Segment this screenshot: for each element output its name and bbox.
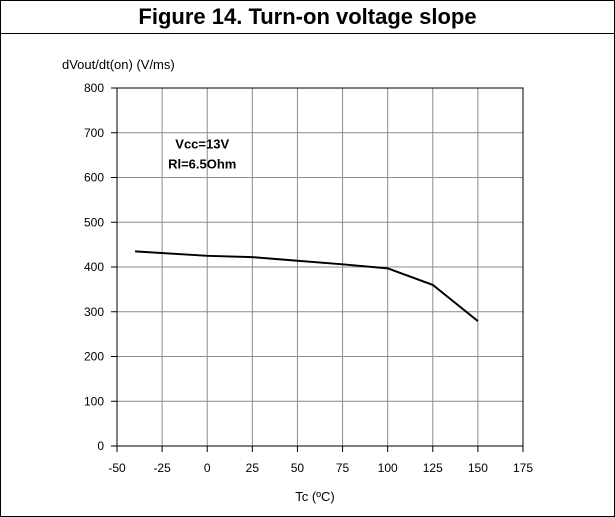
y-tick-label: 800 (84, 81, 104, 95)
y-tick-label: 500 (84, 215, 104, 229)
y-tick-label: 600 (84, 171, 104, 185)
x-axis-label: Tc (ºC) (295, 489, 334, 504)
x-tick-label: 75 (336, 461, 350, 475)
x-tick-label: 150 (468, 461, 488, 475)
x-tick-label: 125 (423, 461, 443, 475)
y-tick-label: 700 (84, 126, 104, 140)
x-tick-label: -25 (153, 461, 171, 475)
y-tick-label: 0 (97, 439, 104, 453)
x-tick-label: -50 (108, 461, 126, 475)
y-axis-label: dVout/dt(on) (V/ms) (62, 57, 175, 72)
x-tick-label: 50 (291, 461, 305, 475)
series-line (134, 250, 479, 322)
y-tick-label: 100 (84, 394, 104, 408)
title-bar: Figure 14. Turn-on voltage slope (1, 1, 614, 34)
annotation-vcc: Vcc=13V (175, 136, 229, 151)
x-tick-label: 0 (204, 461, 211, 475)
y-tick-label: 300 (84, 305, 104, 319)
x-tick-label: 25 (246, 461, 260, 475)
chart-title: Figure 14. Turn-on voltage slope (138, 4, 477, 29)
annotation-rl: Rl=6.5Ohm (168, 157, 236, 172)
x-tick-label: 175 (513, 461, 533, 475)
y-tick-label: 400 (84, 260, 104, 274)
tick-labels: 0 100 200 300 400 500 600 700 800 -50 -25 0 25 50 75 10… (84, 81, 533, 475)
y-tick-label: 200 (84, 350, 104, 364)
x-tick-label: 100 (378, 461, 398, 475)
series-layer (134, 250, 479, 322)
